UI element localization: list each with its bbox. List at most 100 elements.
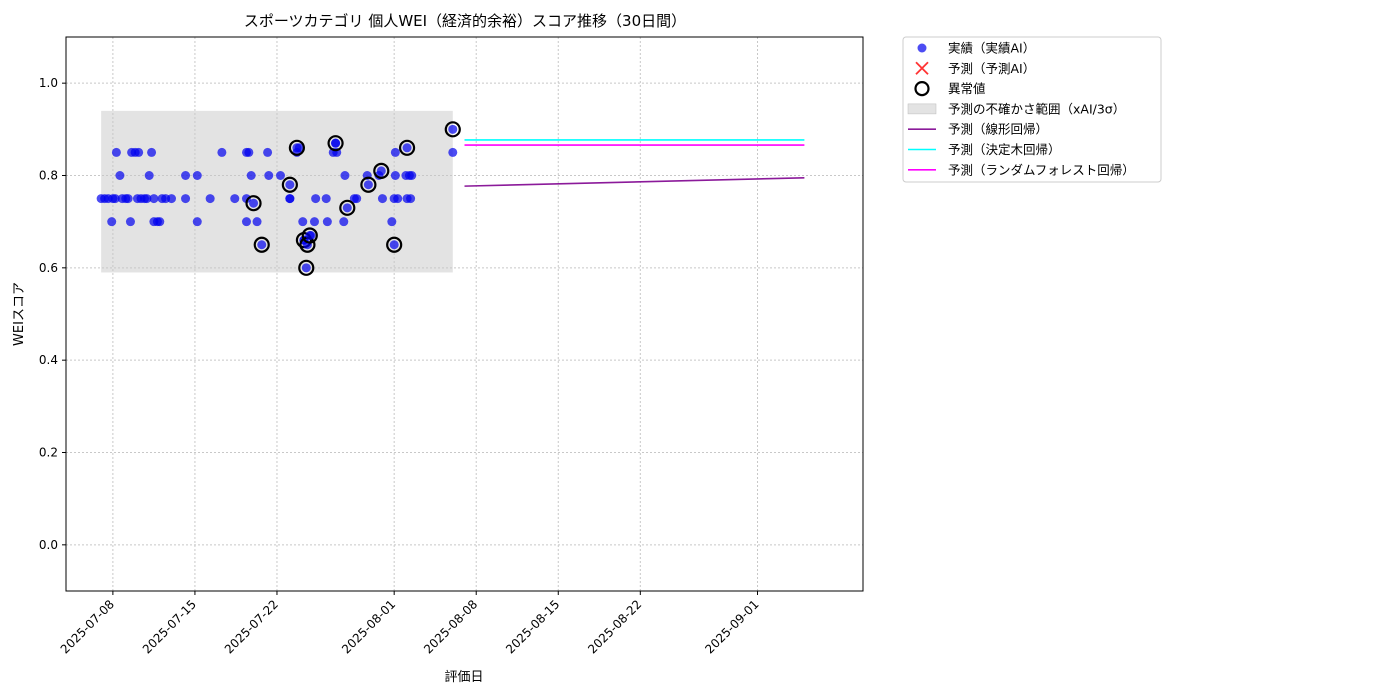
anomaly-point <box>386 236 403 253</box>
anomaly-point-fill <box>363 180 373 190</box>
x-tick-label: 2025-07-22 <box>222 597 281 656</box>
anomaly-point <box>301 227 318 244</box>
anomaly-point <box>327 135 344 152</box>
anomaly-point-fill <box>305 231 315 241</box>
actual-point <box>217 147 227 157</box>
actual-point <box>115 171 125 180</box>
anomaly-point <box>245 195 262 212</box>
actual-point <box>246 171 256 180</box>
y-tick-label: 0.0 <box>39 538 58 552</box>
y-axis-ticks: 0.0 0.2 0.4 0.6 0.8 1.0 <box>39 76 66 552</box>
legend-label-forest: 予測（ランダムフォレスト回帰） <box>948 162 1135 177</box>
legend-label-uncertainty: 予測の不確かさ範囲（xAI/3σ） <box>948 101 1125 116</box>
y-tick-label: 0.8 <box>39 169 58 183</box>
anomaly-point <box>339 199 356 216</box>
x-axis-ticks: 2025-07-08 2025-07-15 2025-07-22 2025-08-01… <box>58 591 762 656</box>
actual-point <box>147 147 157 157</box>
anomaly-points-layer <box>245 121 461 276</box>
actual-point <box>339 217 349 227</box>
anomaly-point-fill <box>389 240 399 250</box>
actual-point <box>377 194 387 204</box>
x-tick-label: 2025-09-01 <box>702 597 761 656</box>
actual-point <box>311 194 321 204</box>
actual-point <box>309 217 319 227</box>
actual-point <box>142 194 152 204</box>
actual-point <box>244 147 254 157</box>
actual-point <box>393 194 403 204</box>
anomaly-point-fill <box>402 143 412 153</box>
actual-point <box>241 217 251 227</box>
actual-point <box>448 147 458 157</box>
y-tick-label: 1.0 <box>39 76 58 90</box>
chart-title: スポーツカテゴリ 個人WEI（経済的余裕）スコア推移（30日間） <box>244 12 686 30</box>
y-tick-label: 0.6 <box>39 261 58 275</box>
actual-point <box>264 171 274 180</box>
anomaly-point-fill <box>342 203 352 213</box>
anomaly-point <box>288 139 305 156</box>
actual-point <box>205 194 215 204</box>
actual-point <box>134 147 144 157</box>
actual-point <box>107 217 117 227</box>
legend-label-predicted_ai: 予測（予測AI） <box>948 61 1035 76</box>
actual-point <box>181 194 191 204</box>
anomaly-point <box>360 176 377 193</box>
anomaly-point-fill <box>301 263 311 273</box>
legend-label-anomaly: 異常値 <box>948 81 986 96</box>
x-tick-label: 2025-08-22 <box>585 597 644 656</box>
legend-label-linear: 予測（線形回帰） <box>948 122 1048 137</box>
anomaly-point-fill <box>249 198 259 208</box>
actual-point <box>298 217 308 227</box>
anomaly-point <box>298 259 315 276</box>
actual-point <box>252 217 262 227</box>
x-tick-label: 2025-08-08 <box>421 597 480 656</box>
x-tick-label: 2025-08-01 <box>339 597 398 656</box>
actual-point <box>352 194 362 204</box>
y-tick-label: 0.2 <box>39 446 58 460</box>
actual-point <box>340 171 350 180</box>
anomaly-point-fill <box>331 138 341 148</box>
actual-point <box>322 217 332 227</box>
x-tick-label: 2025-08-15 <box>503 597 562 656</box>
legend-marker-predicted <box>915 61 929 75</box>
legend-frame <box>902 36 1162 183</box>
x-tick-label: 2025-07-08 <box>58 597 117 656</box>
actual-point <box>285 194 295 204</box>
actual-point <box>321 194 331 204</box>
actual-point <box>387 217 397 227</box>
legend-marker-anomaly <box>914 80 930 97</box>
y-axis-label: WEIスコア <box>12 282 27 346</box>
actual-point <box>390 147 400 157</box>
plot-frame <box>65 36 864 592</box>
anomaly-point-fill <box>376 166 386 176</box>
actual-point <box>125 217 135 227</box>
anomaly-point-fill <box>448 124 458 134</box>
anomaly-point-fill <box>285 180 295 190</box>
actual-point <box>149 194 159 204</box>
x-tick-label: 2025-07-15 <box>140 597 199 656</box>
legend-label-actual: 実績（実績AI） <box>948 41 1035 56</box>
actual-point <box>192 217 202 227</box>
legend-marker-uncertainty <box>907 103 937 115</box>
prediction-line-linear <box>464 177 805 187</box>
x-axis-label: 評価日 <box>444 670 483 685</box>
actual-point <box>407 171 417 180</box>
actual-point <box>110 194 120 204</box>
actual-point <box>111 147 121 157</box>
actual-point <box>123 194 133 204</box>
legend-marker-actual <box>917 43 927 53</box>
anomaly-point-fill <box>292 143 302 153</box>
legend-label-tree: 予測（決定木回帰） <box>948 142 1061 157</box>
actual-point <box>230 194 240 204</box>
actual-points-layer <box>96 138 458 245</box>
anomaly-point-fill <box>257 240 267 250</box>
anomaly-point <box>253 236 270 253</box>
actual-point <box>192 171 202 180</box>
anomaly-point <box>444 121 461 138</box>
actual-point <box>275 171 285 180</box>
anomaly-point <box>373 162 390 179</box>
actual-point <box>241 194 251 204</box>
anomaly-point <box>281 176 298 193</box>
actual-point <box>144 171 154 180</box>
actual-point <box>390 171 400 180</box>
